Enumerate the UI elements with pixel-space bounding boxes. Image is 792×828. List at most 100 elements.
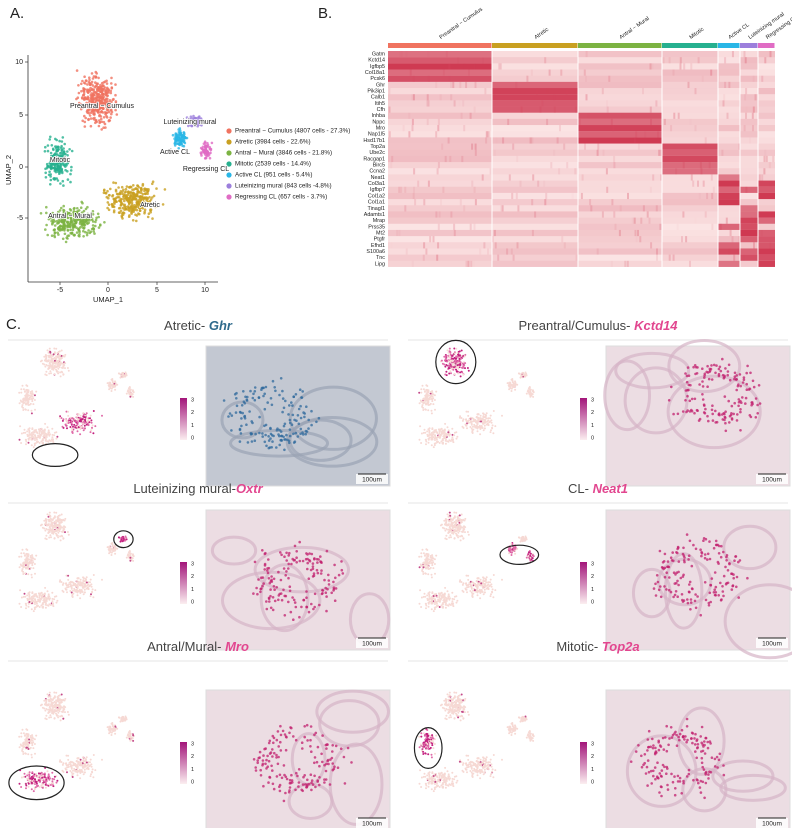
heatmap-speckle — [627, 261, 629, 267]
stain-dot — [752, 380, 755, 383]
cell-dot — [36, 432, 38, 434]
heatmap-speckle — [766, 156, 768, 162]
cell-dot — [82, 223, 85, 226]
cell-dot — [63, 364, 65, 366]
cell-dot — [525, 372, 527, 374]
cell-dot — [510, 386, 512, 388]
heatmap-cell — [662, 236, 718, 242]
cell-dot — [92, 596, 94, 598]
cell-dot — [72, 429, 74, 431]
heatmap-speckle — [650, 63, 652, 69]
cell-dot — [136, 214, 139, 217]
cell-dot — [34, 444, 36, 446]
stain-dot — [737, 385, 740, 388]
heatmap-cell — [662, 199, 718, 205]
cell-dot — [28, 606, 30, 608]
cell-dot — [56, 438, 58, 440]
cell-dot — [45, 528, 47, 530]
stain-dot — [319, 560, 322, 563]
cell-dot — [92, 588, 94, 590]
cell-dot — [430, 396, 432, 398]
heatmap-cell — [578, 242, 662, 248]
cell-dot — [59, 535, 61, 537]
cell-dot — [74, 589, 76, 591]
heatmap-speckle — [520, 181, 522, 187]
cell-dot — [82, 235, 85, 238]
cell-dot — [460, 361, 462, 363]
cell-dot — [54, 432, 56, 434]
stain-dot — [308, 577, 311, 580]
heatmap-speckle — [423, 242, 425, 248]
cell-dot — [31, 410, 33, 412]
cell-dot — [64, 520, 66, 522]
cell-dot — [53, 598, 55, 600]
heatmap-speckle — [613, 162, 615, 168]
cell-dot — [209, 148, 212, 151]
cell-dot — [476, 424, 478, 426]
cell-dot — [95, 71, 98, 74]
cell-dot — [92, 424, 94, 426]
cell-dot — [461, 514, 463, 516]
stain-dot — [751, 401, 754, 404]
heatmap-cell — [492, 57, 578, 63]
cell-dot — [117, 196, 120, 199]
stain-dot — [285, 559, 288, 562]
cell-dot — [56, 150, 59, 153]
cell-dot — [20, 564, 22, 566]
heatmap-speckle — [488, 131, 490, 137]
heatmap-cell — [740, 261, 758, 267]
cell-dot — [58, 228, 61, 231]
cell-dot — [24, 555, 26, 557]
stain-dot — [734, 375, 737, 378]
cell-dot — [431, 412, 433, 414]
heatmap-speckle — [728, 82, 730, 88]
stain-dot — [295, 550, 298, 553]
stain-dot — [711, 404, 714, 407]
cell-dot — [481, 426, 483, 428]
heatmap-speckle — [602, 88, 604, 94]
cell-dot — [28, 435, 30, 437]
cell-dot — [444, 423, 446, 425]
gene-label: Pik3ip1 — [367, 89, 385, 95]
heatmap-speckle — [716, 156, 718, 162]
stain-dot — [300, 606, 303, 609]
heatmap-speckle — [759, 174, 761, 180]
stain-dot — [258, 432, 261, 435]
cell-dot — [142, 184, 145, 187]
cell-dot — [79, 433, 81, 435]
heatmap-speckle — [532, 174, 534, 180]
cell-dot — [56, 371, 58, 373]
stain-dot — [706, 385, 709, 388]
cell-dot — [486, 412, 488, 414]
cell-dot — [60, 145, 63, 148]
heatmap-speckle — [597, 248, 599, 254]
heatmap-cell — [718, 119, 740, 125]
panel-title: Atretic- Ghr — [164, 318, 233, 333]
cell-dot — [107, 201, 110, 204]
stain-dot — [235, 411, 238, 414]
stain-dot — [682, 410, 685, 413]
stain-dot — [302, 599, 305, 602]
cell-dot — [112, 546, 114, 548]
cell-dot — [121, 192, 124, 195]
cell-dot — [70, 220, 73, 223]
cell-dot — [114, 389, 116, 391]
column-bar — [578, 43, 662, 48]
cell-dot — [77, 96, 80, 99]
cell-dot — [454, 360, 456, 362]
heatmap-cell — [492, 205, 578, 211]
heatmap-speckle — [753, 76, 755, 82]
stain-dot — [686, 389, 689, 392]
heatmap-speckle — [544, 57, 546, 63]
cell-dot — [64, 531, 66, 533]
heatmap-speckle — [683, 63, 685, 69]
stain-dot — [274, 390, 277, 393]
heatmap-cell — [740, 76, 758, 82]
cell-dot — [23, 562, 25, 564]
gene-label: Ccna2 — [369, 169, 385, 175]
legend-key — [226, 194, 231, 199]
cell-dot — [450, 354, 452, 356]
cell-dot — [27, 555, 29, 557]
heatmap-speckle — [500, 63, 502, 69]
cell-dot — [104, 93, 107, 96]
